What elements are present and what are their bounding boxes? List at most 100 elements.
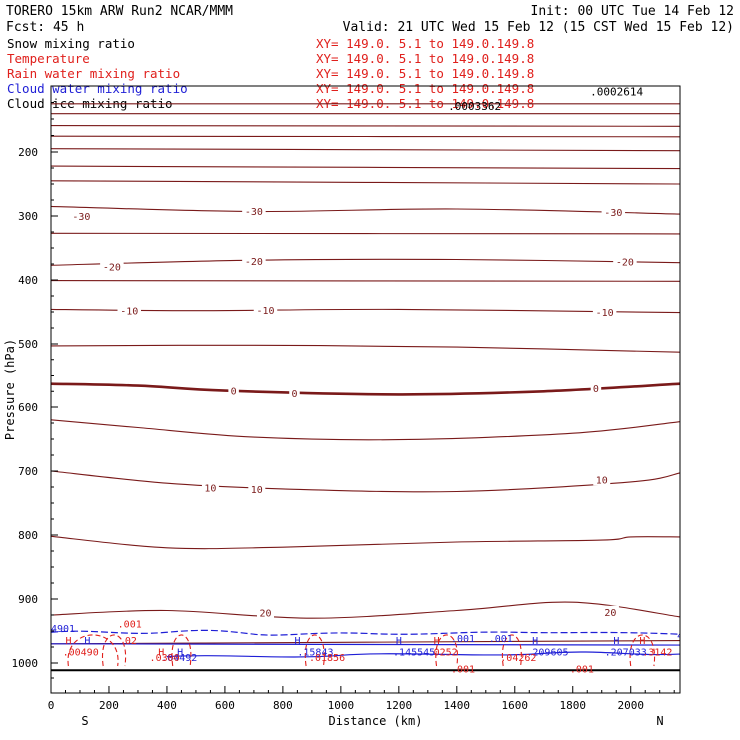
isotherm-label-bg: [201, 481, 219, 494]
isotherm-label-bg: [601, 206, 626, 219]
isotherm-line: [51, 165, 680, 170]
cloud-water-label: H: [177, 647, 183, 658]
isotherm-label: -30: [245, 207, 263, 218]
rain-water-label: H: [639, 636, 645, 647]
x-tick-label: 1800: [560, 699, 587, 712]
cloud-water-contour: [51, 629, 680, 636]
isotherm-label: 0: [593, 384, 599, 395]
isotherm-line: [51, 232, 680, 235]
isotherm-line: [51, 280, 680, 282]
axes: 0 200 400 600 800 1000 1200 1400 1600 1800 2000200…: [3, 85, 681, 728]
x-axis-label: Distance (km): [329, 714, 423, 728]
isotherm-label: -20: [103, 263, 121, 274]
plot-area: -30 -30 -30 -20 -20 -20 -10 -10 -10 0 0 0 10 10 10 20 20…: [51, 85, 680, 675]
rain-water-contour: [101, 634, 127, 667]
rain-water-label: .04262: [500, 653, 536, 664]
snow-max-label: .0003362: [448, 100, 501, 113]
x-tick-label: 1400: [444, 699, 471, 712]
cloud-water-label: 4901: [51, 624, 75, 635]
rain-water-label: H: [158, 647, 164, 658]
x-tick-label: 2000: [617, 699, 644, 712]
isotherm-label-bg: [228, 384, 239, 397]
isotherm-line: [51, 180, 680, 185]
cloud-water-label: H: [532, 636, 538, 647]
isotherm-label: -30: [72, 212, 90, 223]
isotherm-label: -10: [120, 307, 138, 318]
legend-field-xy: XY= 149.0. 5.1 to 149.0.149.8: [316, 36, 534, 51]
isotherm-label-bg: [601, 605, 619, 618]
isotherm-line: [51, 382, 680, 396]
cloud-water-label: .001: [489, 634, 513, 645]
isotherm-label: 20: [604, 608, 616, 619]
isotherm-label: -30: [604, 208, 622, 219]
rain-water-contour: [501, 634, 522, 667]
isotherm-label: -10: [596, 308, 614, 319]
isotherm-label: 10: [251, 485, 263, 496]
rain-water-label: 0252: [434, 647, 458, 658]
rain-water-label: H: [434, 636, 440, 647]
y-tick-label: 200: [18, 146, 38, 159]
isotherm-line: [51, 470, 680, 493]
y-tick-label: 400: [18, 274, 38, 287]
rain-water-label: .01856: [309, 653, 345, 664]
rain-water-label: 02: [125, 636, 137, 647]
y-tick-label: 1000: [12, 657, 39, 670]
isotherm-label: -20: [616, 257, 634, 268]
rain-water-label: .001: [570, 664, 594, 675]
cloud-water-label: H: [613, 636, 619, 647]
rain-water-label: .001: [451, 664, 475, 675]
rain-water-label: .001: [118, 619, 142, 630]
y-axis-label: Pressure (hPa): [3, 339, 17, 440]
header-fcst: Fcst: 45 h: [6, 20, 84, 35]
isotherm-line: [51, 535, 680, 550]
rain-water-label: .3142: [642, 647, 672, 658]
x-tick-label: 400: [157, 699, 177, 712]
y-tick-label: 500: [18, 338, 38, 351]
rain-water-contour: [171, 634, 192, 667]
legend-field-xy: XY= 149.0. 5.1 to 149.0.149.8: [316, 66, 534, 81]
isotherm-label-bg: [242, 254, 266, 267]
plot-content: -30 -30 -30 -20 -20 -20 -10 -10 -10 0 0 0 10 10 10 20 20…: [51, 85, 680, 675]
isotherm-line: [51, 258, 680, 266]
isotherm-label-bg: [100, 260, 124, 273]
isotherm-label-bg: [248, 482, 266, 495]
isotherm-label-bg: [253, 304, 278, 317]
cloud-water-label: .145545: [393, 647, 435, 658]
snow-max-label: .0002614: [590, 85, 643, 98]
isotherm-line: [51, 148, 680, 152]
isotherm-label: 0: [291, 389, 297, 400]
y-tick-label: 700: [18, 465, 38, 478]
isotherm-label: -20: [245, 257, 263, 268]
x-tick-label: 1200: [386, 699, 413, 712]
cloud-water-label: .001: [451, 634, 475, 645]
x-tick-label: 800: [273, 699, 293, 712]
isotherm-label-bg: [256, 606, 274, 619]
isotherm-label-bg: [69, 210, 94, 222]
x-tick-label: 0: [48, 699, 55, 712]
plot-frame: [50, 85, 681, 694]
cloud-water-label: H: [396, 636, 402, 647]
north-end-label: N: [656, 714, 663, 728]
y-tick-label: 800: [18, 529, 38, 542]
isotherm-label-bg: [242, 204, 266, 217]
rain-water-contour: [67, 634, 119, 667]
isotherm-label: -10: [256, 306, 274, 317]
x-tick-label: 200: [99, 699, 119, 712]
legend-field-name: Rain water mixing ratio: [7, 66, 180, 81]
isotherm-line: [51, 419, 680, 441]
isotherm-line: [51, 308, 680, 314]
header-model: TORERO 15km ARW Run2 NCAR/MMM: [6, 4, 233, 19]
rain-water-contour: [435, 634, 459, 667]
rain-water-label: H: [65, 636, 71, 647]
rain-water-contour: [629, 634, 656, 667]
isotherm-line: [51, 125, 680, 127]
y-tick-label: 600: [18, 401, 38, 414]
x-tick-label: 1600: [502, 699, 529, 712]
isotherm-label: 0: [231, 387, 237, 398]
cloud-water-label: .207033: [605, 647, 647, 658]
legend-field-name: Temperature: [7, 51, 90, 66]
isotherm-line: [51, 205, 680, 215]
cloud-water-label: .15843: [297, 647, 333, 658]
cloud-water-contour: [166, 651, 680, 658]
cloud-water-contour: [51, 643, 680, 646]
